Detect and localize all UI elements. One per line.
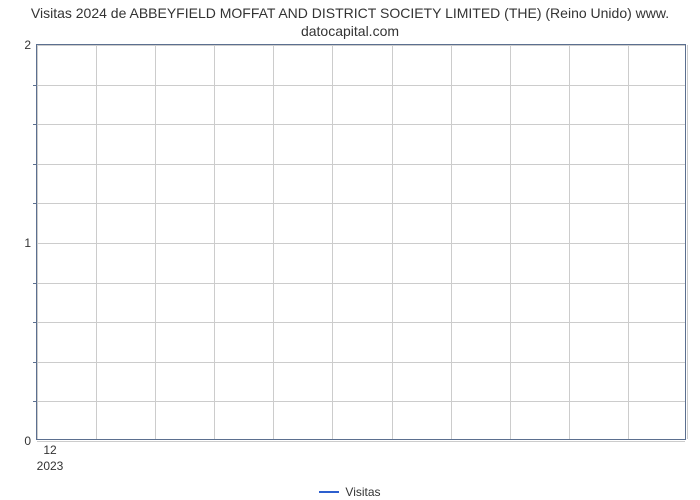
y-minor-tick <box>33 362 37 363</box>
legend-label: Visitas <box>345 485 380 499</box>
y-minor-tick <box>33 124 37 125</box>
grid-line-horizontal <box>37 45 685 46</box>
grid-line-horizontal <box>37 243 685 244</box>
y-minor-tick <box>33 85 37 86</box>
y-tick-label: 2 <box>24 38 31 52</box>
grid-line-horizontal <box>37 441 685 442</box>
y-tick-label: 0 <box>24 434 31 448</box>
grid-line-horizontal <box>37 401 685 402</box>
grid-line-horizontal <box>37 362 685 363</box>
grid-line-horizontal <box>37 85 685 86</box>
y-minor-tick <box>33 283 37 284</box>
grid-line-vertical <box>628 45 629 439</box>
grid-line-vertical <box>569 45 570 439</box>
y-minor-tick <box>33 322 37 323</box>
chart-title: Visitas 2024 de ABBEYFIELD MOFFAT AND DI… <box>0 4 700 40</box>
chart-title-line2: datocapital.com <box>301 23 399 39</box>
legend: Visitas <box>0 484 700 499</box>
chart-title-line1: Visitas 2024 de ABBEYFIELD MOFFAT AND DI… <box>31 5 669 21</box>
grid-line-horizontal <box>37 124 685 125</box>
x-tick-label: 12 <box>43 443 56 457</box>
grid-line-horizontal <box>37 322 685 323</box>
grid-line-vertical <box>451 45 452 439</box>
grid-line-vertical <box>392 45 393 439</box>
grid-line-horizontal <box>37 164 685 165</box>
grid-line-vertical <box>510 45 511 439</box>
y-minor-tick <box>33 401 37 402</box>
grid-line-vertical <box>214 45 215 439</box>
y-tick-label: 1 <box>24 236 31 250</box>
grid-line-vertical <box>332 45 333 439</box>
y-minor-tick <box>33 203 37 204</box>
grid-line-vertical <box>273 45 274 439</box>
grid-line-vertical <box>37 45 38 439</box>
grid-line-horizontal <box>37 203 685 204</box>
grid-line-vertical <box>155 45 156 439</box>
x-year-label: 2023 <box>37 459 64 473</box>
chart-container: Visitas 2024 de ABBEYFIELD MOFFAT AND DI… <box>0 0 700 500</box>
grid-line-vertical <box>687 45 688 439</box>
plot-area: 012122023 <box>36 44 686 440</box>
grid-line-horizontal <box>37 283 685 284</box>
legend-swatch <box>319 491 339 493</box>
grid-line-vertical <box>96 45 97 439</box>
y-minor-tick <box>33 164 37 165</box>
